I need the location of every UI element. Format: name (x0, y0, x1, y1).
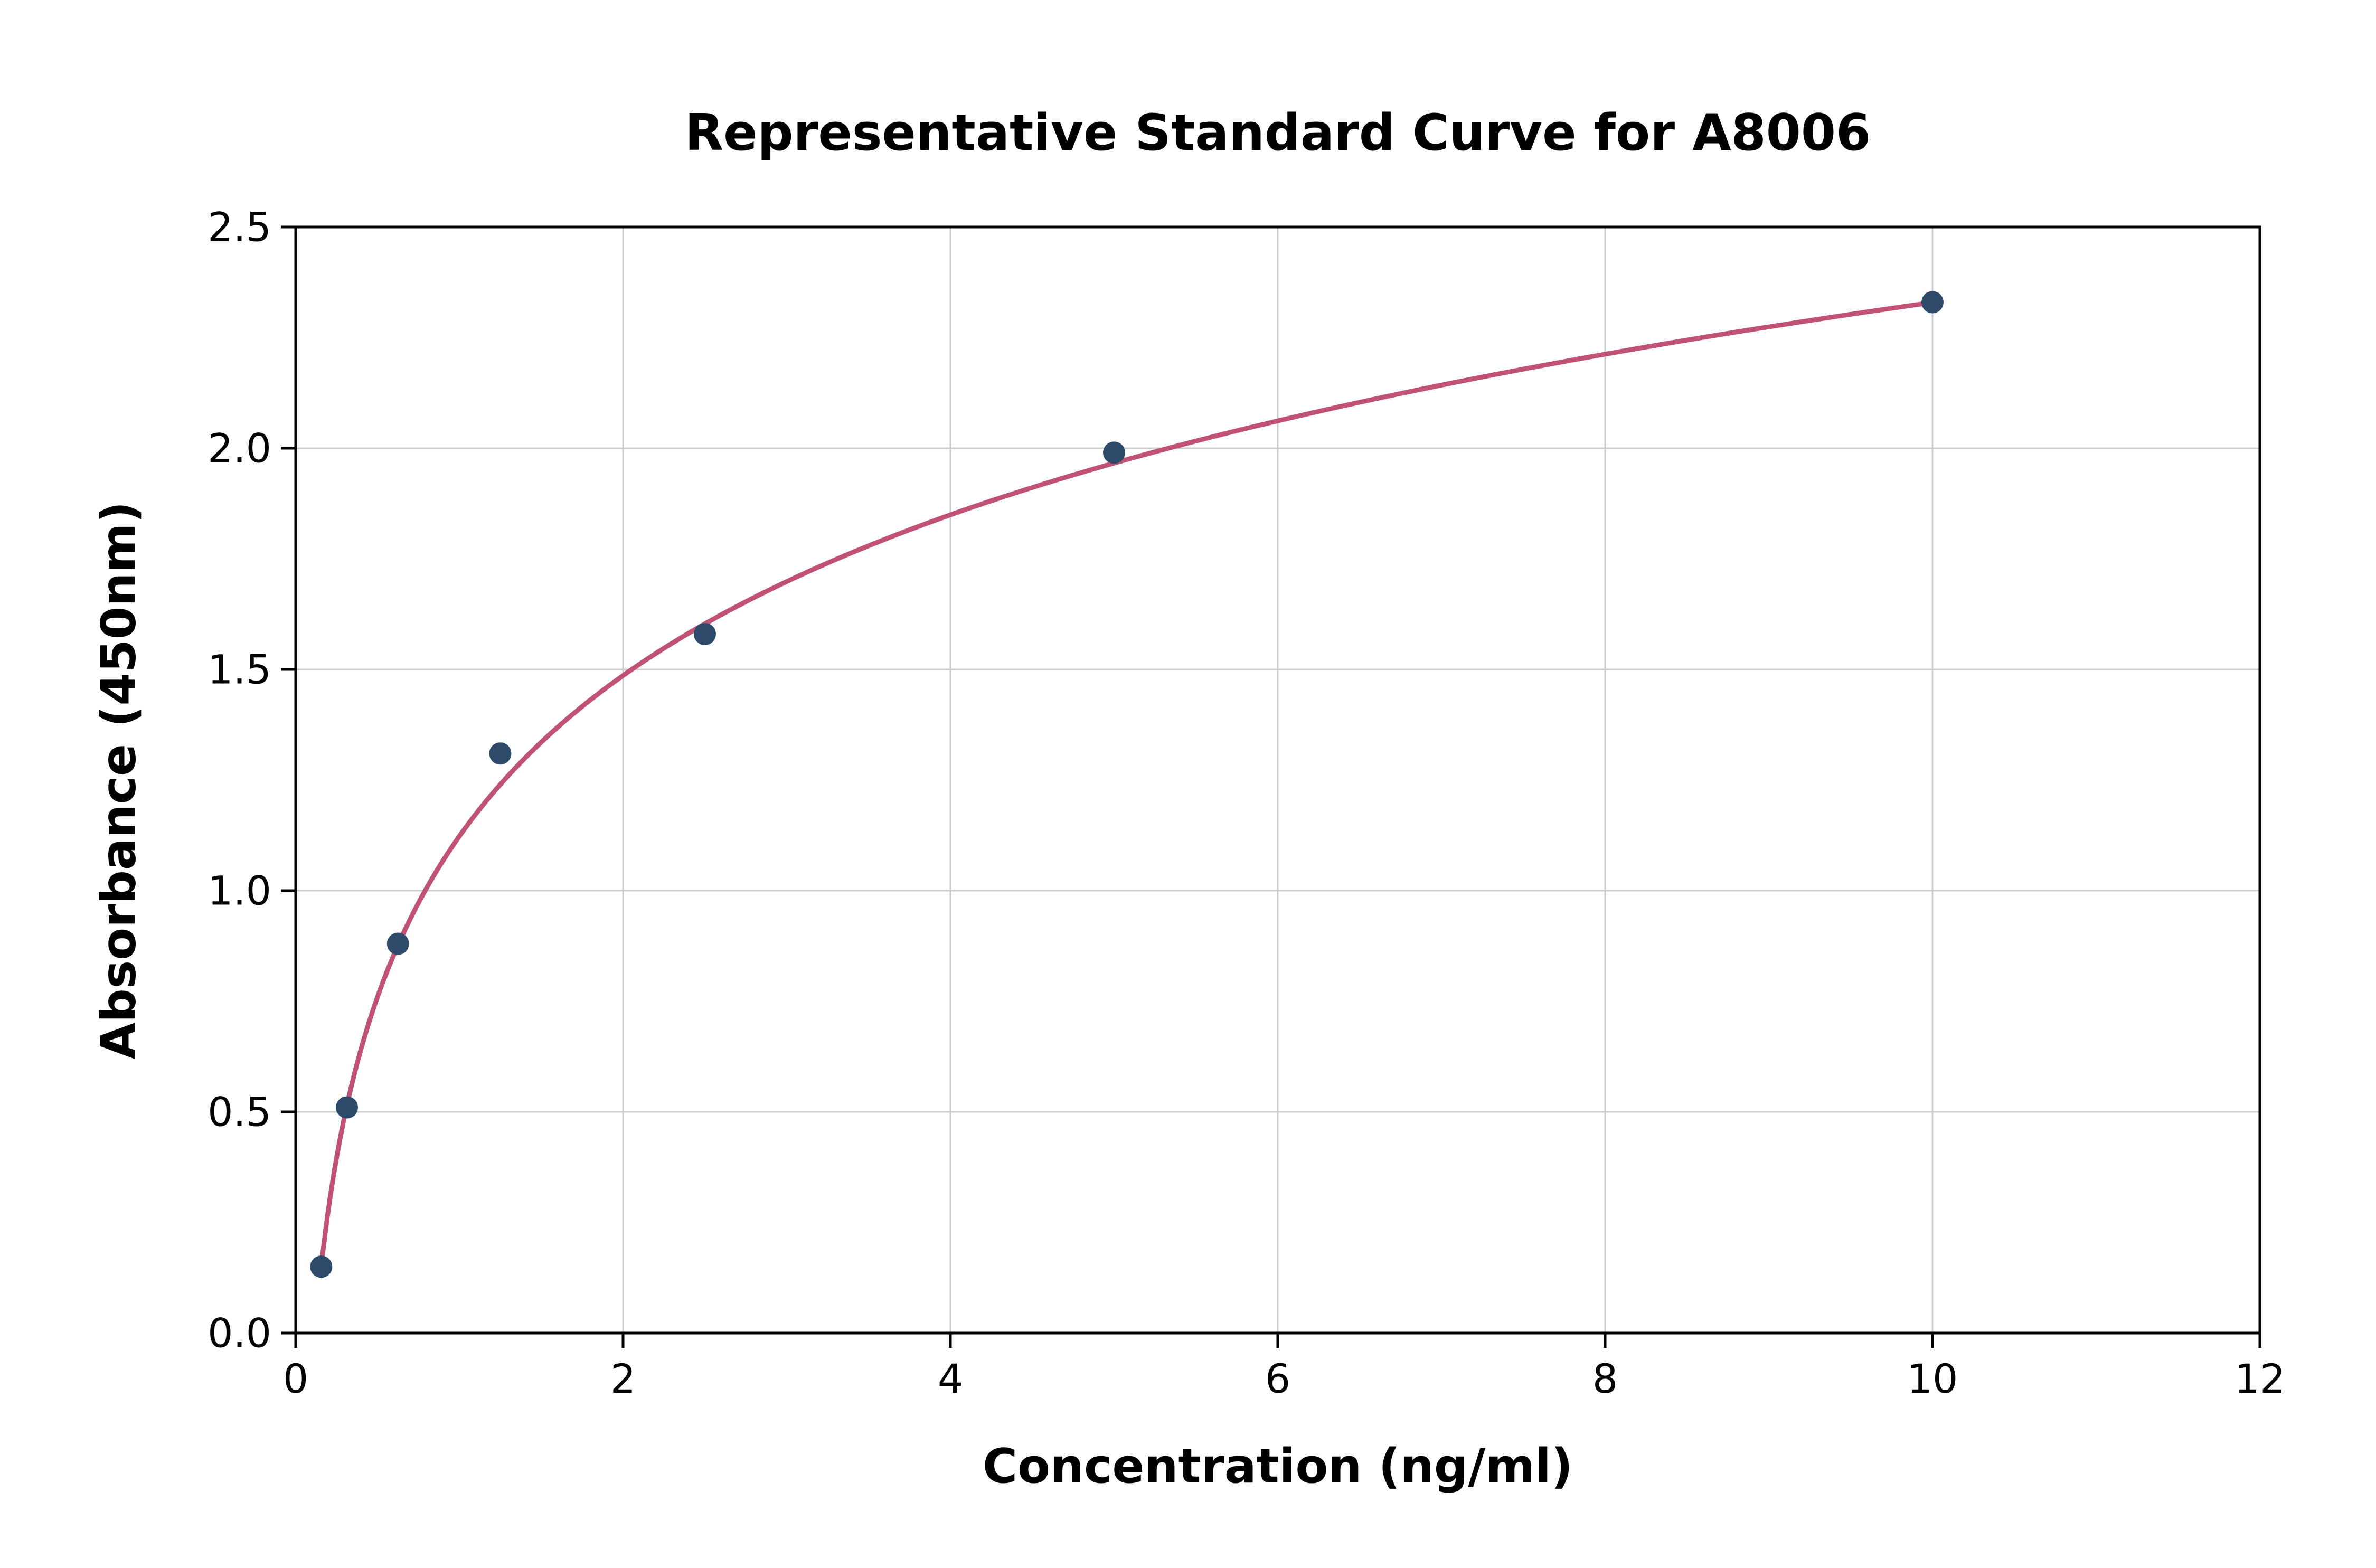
x-axis-label: Concentration (ng/ml) (983, 1439, 1573, 1494)
data-point (310, 1255, 333, 1278)
x-tick-label: 6 (1265, 1355, 1290, 1402)
data-point (336, 1096, 359, 1119)
chart-title: Representative Standard Curve for A8006 (684, 104, 1871, 162)
y-tick-label: 0.5 (208, 1089, 271, 1136)
x-tick-label: 0 (283, 1355, 308, 1402)
y-tick-label: 1.0 (208, 867, 271, 914)
y-tick-label: 2.5 (208, 204, 271, 251)
x-tick-label: 8 (1592, 1355, 1618, 1402)
x-tick-label: 12 (2234, 1355, 2286, 1402)
data-point (1921, 291, 1944, 314)
x-tick-label: 10 (1907, 1355, 1958, 1402)
y-axis-label: Absorbance (450nm) (91, 501, 147, 1060)
y-tick-label: 1.5 (208, 646, 271, 693)
y-tick-label: 2.0 (208, 425, 271, 472)
data-point (1103, 441, 1125, 464)
x-tick-label: 2 (610, 1355, 636, 1402)
data-point (386, 932, 409, 955)
x-tick-label: 4 (938, 1355, 963, 1402)
fit-curve (318, 300, 1935, 1270)
y-tick-label: 0.0 (208, 1310, 271, 1357)
data-point (489, 742, 512, 765)
data-point (694, 622, 716, 645)
